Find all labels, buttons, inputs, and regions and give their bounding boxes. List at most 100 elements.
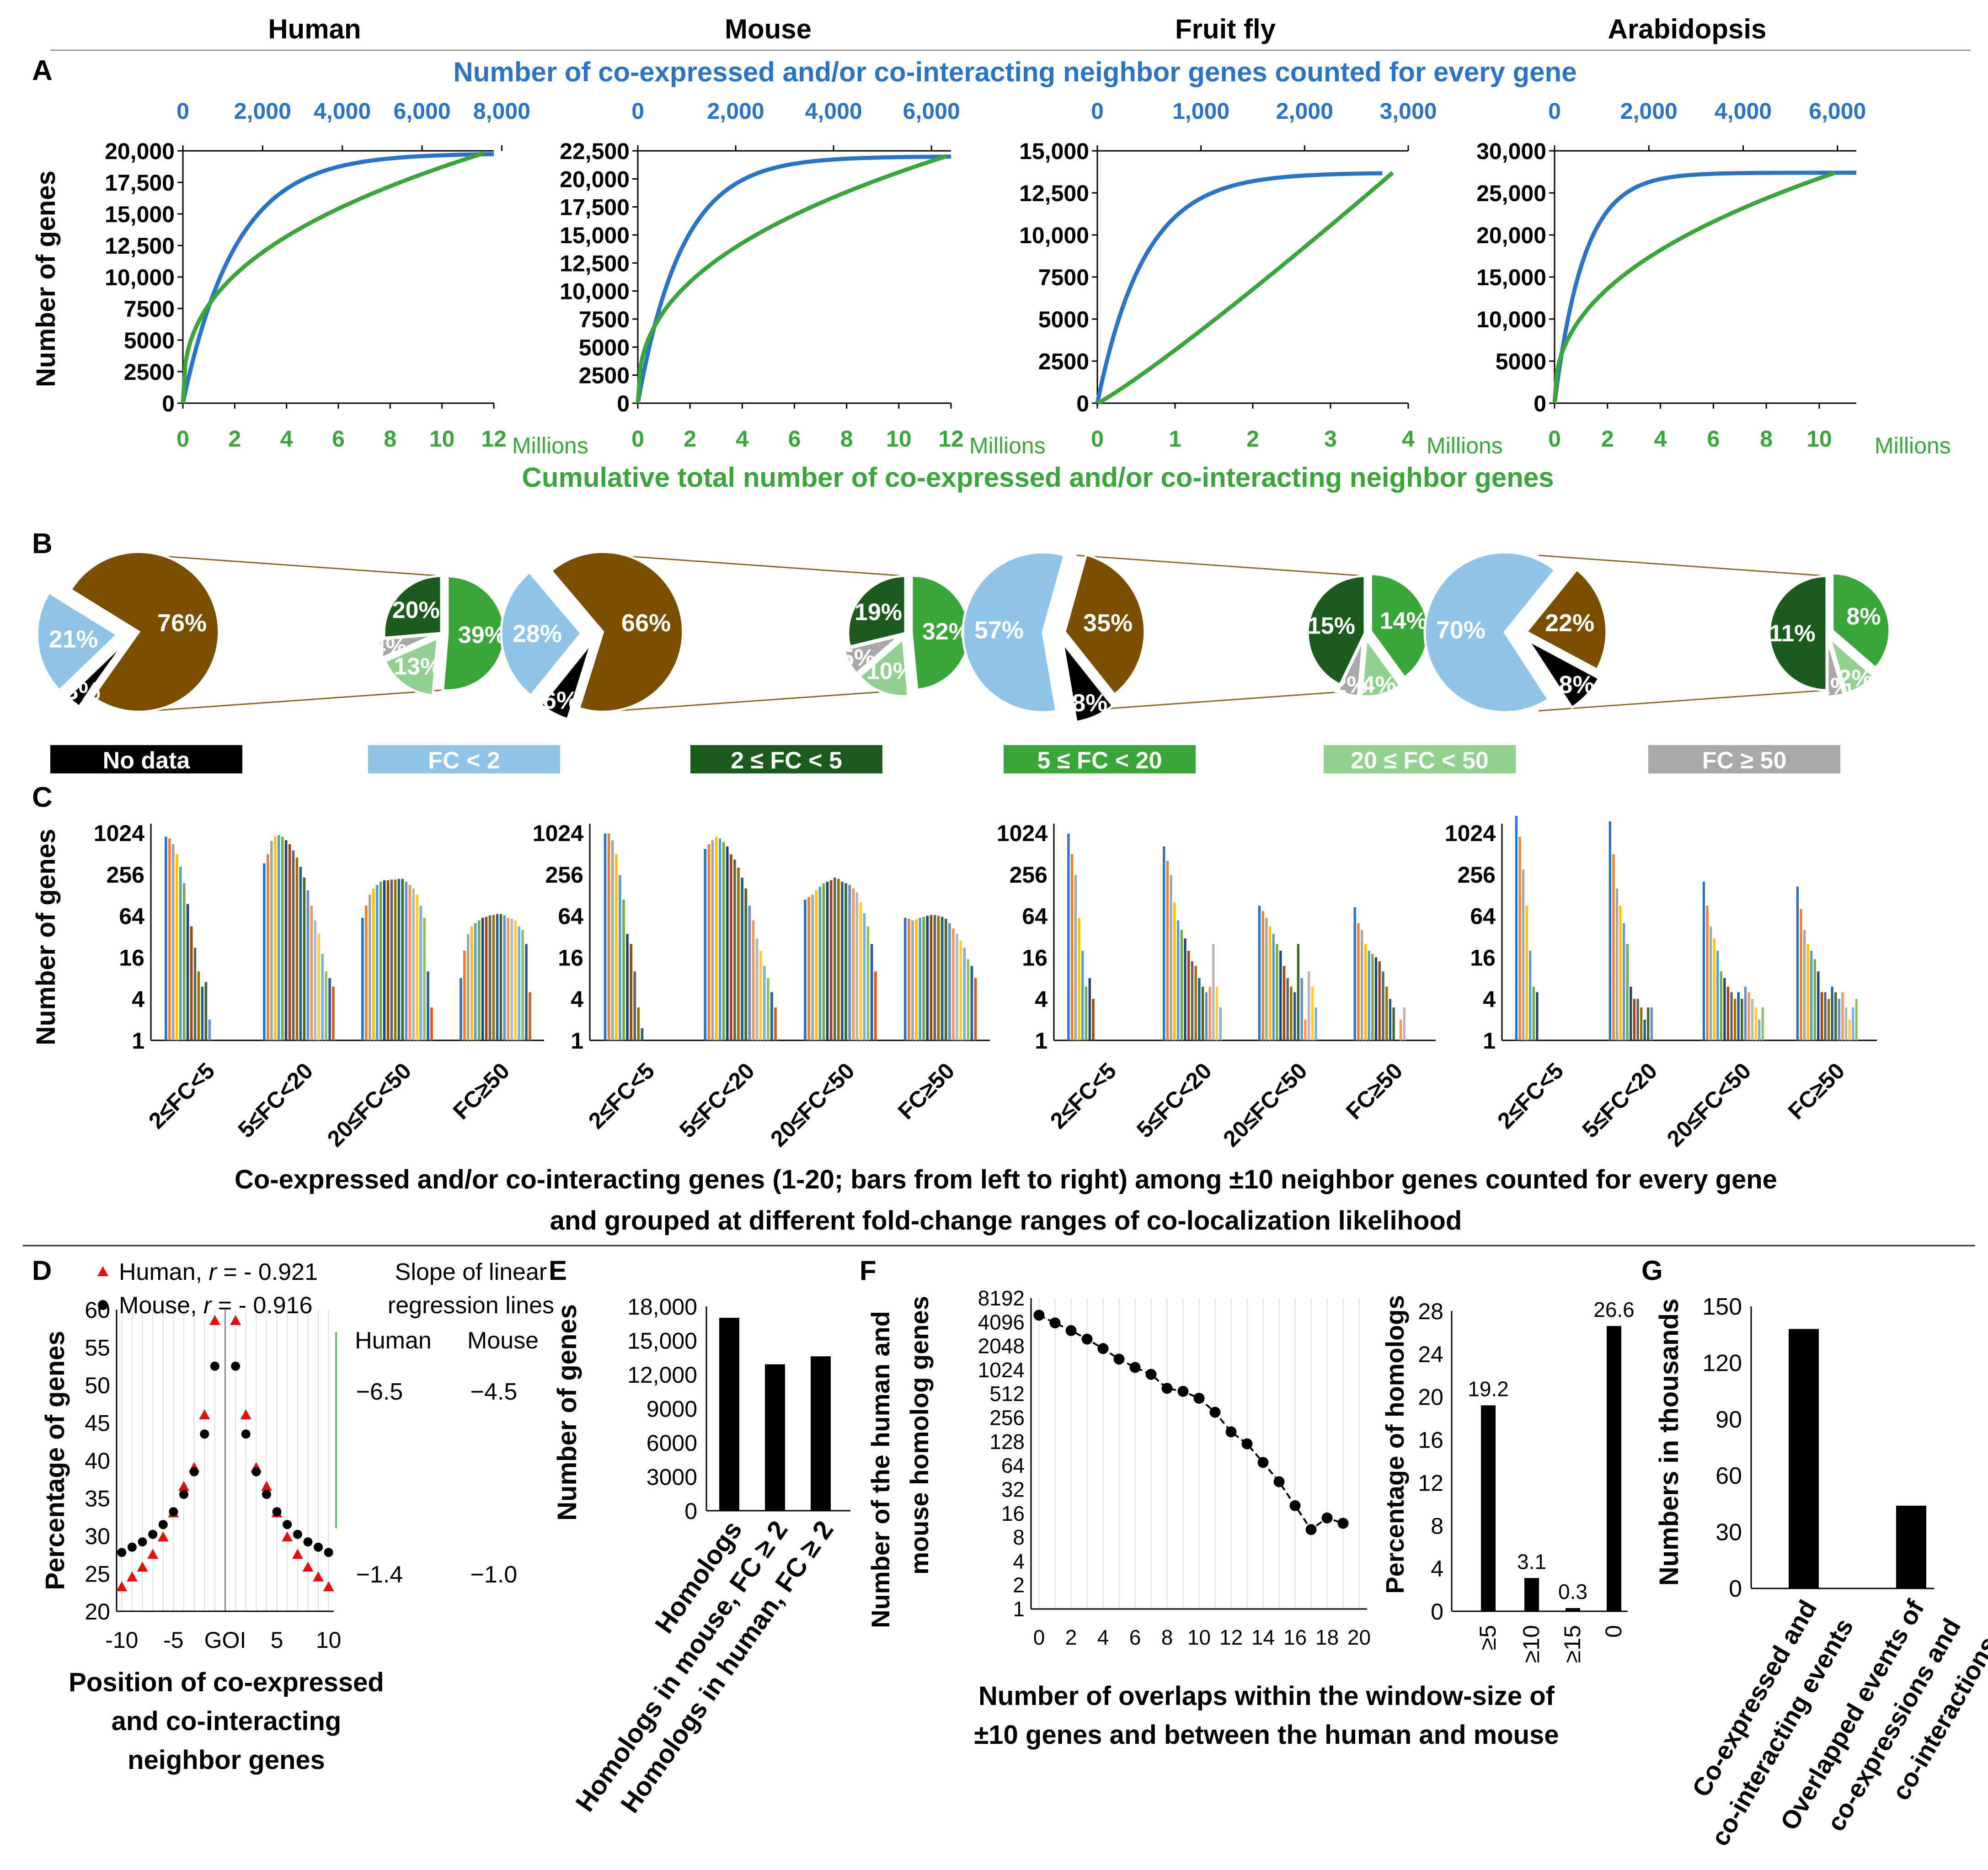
bar: [405, 882, 408, 1040]
bar: [1536, 992, 1539, 1040]
panel-c-xtitle-line2: and grouped at different fold-change ran…: [550, 1206, 1462, 1236]
y-tick-label: 64: [1001, 1454, 1025, 1477]
y-tick-label: 64: [1470, 904, 1496, 929]
bar: [637, 1007, 640, 1040]
bar: [1261, 911, 1264, 1040]
human-point: [126, 1571, 138, 1582]
mouse-point: [231, 1361, 240, 1371]
panel-b-chart-2: 35%8%57% 14%4%2%15%: [962, 551, 1429, 724]
bar: [919, 917, 921, 1040]
mouse-point: [138, 1537, 147, 1547]
bottom-tick-label: 6: [1707, 426, 1720, 452]
homolog-bar-0: [1481, 1405, 1496, 1611]
pie-slice-fc-20-50-label: 13%: [394, 653, 441, 680]
bar: [1841, 992, 1844, 1040]
y-tick-label: 256: [107, 862, 144, 888]
bar: [1382, 971, 1384, 1040]
bar: [1357, 923, 1360, 1040]
bar-0: [1789, 1329, 1819, 1588]
bar: [1838, 999, 1840, 1040]
panel-g-letter: G: [1641, 1255, 1663, 1286]
bar: [1834, 992, 1837, 1040]
bar: [604, 833, 607, 1040]
bar: [1092, 999, 1095, 1040]
pie-slice-fc-2-5-label: 19%: [855, 599, 902, 626]
bottom-tick-label: 8: [1760, 426, 1773, 452]
bar: [270, 841, 273, 1040]
bar: [941, 916, 944, 1040]
y-axis-label: Percentage of genes: [40, 1331, 70, 1590]
bar: [807, 897, 810, 1040]
y-axis-label: Number of genes: [552, 1304, 582, 1521]
connector-top: [150, 554, 442, 577]
bar: [1364, 944, 1367, 1040]
panel-a-chart-1: 025005000750010,00012,50015,00017,50020,…: [560, 98, 1046, 458]
bar: [704, 849, 707, 1040]
category-label-1: Homologs in mouse, FC ≥ 2: [570, 1515, 793, 1817]
legend-mouse-r: r: [203, 1292, 213, 1319]
y-axis-label: Numbers in thousands: [1654, 1299, 1684, 1586]
bar: [1088, 978, 1091, 1040]
bar: [488, 915, 492, 1040]
y-tick-label: 25: [85, 1561, 110, 1587]
bar: [1070, 854, 1074, 1040]
panel-c-chart-3: 1 4 16 64 256 1024 2≤FC<5 5≤FC<20 20≤FC<50 FC≥50: [1445, 816, 1877, 1152]
y-axis-label-2: mouse homolog genes: [905, 1296, 934, 1575]
mouse-point: [200, 1429, 209, 1439]
bar: [1518, 836, 1521, 1040]
bar: [1219, 1007, 1222, 1040]
bar: [767, 978, 770, 1040]
bottom-unit: Millions: [512, 433, 588, 458]
bar: [741, 877, 743, 1040]
bar: [314, 920, 317, 1040]
bar: [1844, 1007, 1848, 1040]
y-tick-label: 8192: [978, 1286, 1025, 1310]
bar: [168, 838, 171, 1040]
y-tick-label: 50: [85, 1373, 110, 1398]
top-tick-label: 8,000: [473, 98, 530, 124]
bar: [1758, 1019, 1761, 1040]
pie-slice-no-data: [1527, 639, 1601, 709]
bar: [1796, 886, 1799, 1040]
connector-bottom: [1076, 689, 1365, 712]
mouse-point: [210, 1361, 219, 1371]
category-label: 20≤FC<50: [765, 1058, 859, 1151]
bar: [930, 915, 933, 1040]
bar: [277, 835, 280, 1040]
mouse-point: [117, 1548, 127, 1557]
bar: [1619, 906, 1622, 1040]
y-tick-label: 22,500: [560, 139, 630, 164]
y-tick-label: 12,500: [560, 250, 630, 276]
bar: [707, 844, 711, 1040]
bar: [1515, 816, 1518, 1040]
bar: [1290, 986, 1293, 1040]
bar: [1276, 944, 1278, 1040]
panel-b-charts: 76%3%21% 39%13%4%20% 66%6%28% 32%10%5%19% 35…: [36, 550, 1891, 724]
bar: [841, 882, 844, 1040]
y-tick-label: 5000: [579, 335, 630, 360]
bar: [903, 917, 907, 1040]
slope-mouse-2: −1.0: [470, 1561, 518, 1588]
pie-slice-fc-5-20: [1831, 572, 1891, 670]
bar: [510, 919, 513, 1040]
slope-human-1: −6.5: [356, 1379, 403, 1405]
overlap-point: [1161, 1383, 1173, 1394]
bar: [201, 986, 204, 1040]
legend-human-text: Human, r = - 0.921: [119, 1259, 318, 1285]
panel-d-chart: 20 25 30 35 40 45 50 55 60 -10 -5 GOI 5 10 Human, r = …: [40, 1259, 554, 1775]
bar: [1187, 950, 1190, 1040]
panel-d-letter: D: [32, 1255, 52, 1286]
bar: [423, 917, 426, 1040]
pie-slice-fc-2-5: [1306, 575, 1366, 686]
panel-e-chart: 030006000900012,00015,00018,000HomologsH…: [552, 1294, 850, 1818]
slope-mouse-1: −4.5: [470, 1379, 518, 1405]
y-tick-label: 10,000: [105, 265, 175, 290]
legend-label-4: 20 ≤ FC < 50: [1351, 747, 1489, 774]
top-tick-label: 2,000: [707, 98, 764, 124]
bar: [1852, 1007, 1854, 1040]
overlap-point: [1033, 1310, 1045, 1321]
bar: [874, 971, 877, 1040]
y-tick-label: 0: [684, 1498, 697, 1524]
bar: [1163, 846, 1165, 1040]
bar: [372, 888, 375, 1040]
